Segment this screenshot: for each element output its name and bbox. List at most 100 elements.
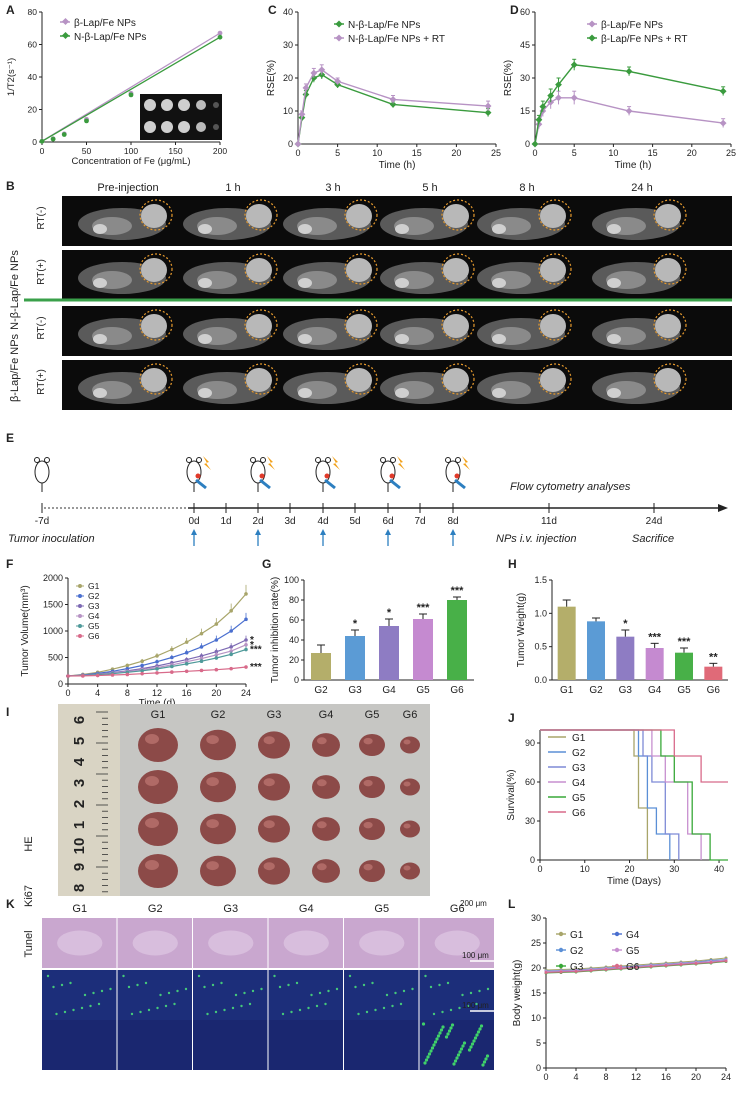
mouse-organ-bright (93, 224, 107, 234)
legend-marker (614, 963, 620, 969)
x-tick-label: G5 (416, 685, 430, 696)
syringe-icon (389, 478, 401, 490)
y-tick-label: 15 (520, 106, 530, 116)
tumor-highlight (316, 779, 327, 787)
tumor-sample (200, 813, 236, 845)
ki67-positive-cell (469, 991, 473, 995)
ki67-positive-cell (310, 993, 313, 997)
tunel-positive-cell (455, 1056, 459, 1060)
mouse-organ-bright (298, 334, 312, 344)
ki67-positive-cell (446, 981, 450, 985)
mouse-ear (186, 457, 192, 463)
tumor-outline (139, 309, 173, 341)
ki67-positive-cell (399, 1002, 403, 1006)
ruler-number: 2 (71, 800, 88, 808)
b-group1-label: N-β-Lap/Fe NPs (9, 250, 21, 330)
ki67-positive-cell (211, 983, 215, 987)
mouse-organ-bright (198, 388, 212, 398)
x-tick-label: 25 (726, 148, 736, 158)
tumor-sample (312, 817, 340, 841)
ki67-positive-cell (248, 1002, 252, 1006)
data-point (81, 674, 85, 678)
legend-label: G4 (88, 611, 100, 621)
tunel-positive-cell (453, 1059, 458, 1063)
data-point (66, 674, 70, 678)
y-tick-label: 1500 (43, 600, 63, 610)
legend-marker (558, 931, 564, 937)
data-point (625, 68, 633, 75)
ruler (58, 704, 120, 896)
ki67-positive-cell (144, 981, 148, 985)
b-image-cell (183, 253, 278, 294)
panel-label-b: B (6, 179, 15, 193)
legend-label: β-Lap/Fe NPs (74, 18, 136, 29)
lightning-icon (332, 456, 340, 470)
chart-a-relaxivity: 0 50 100 150 200 0 20 40 60 80 Concentration of Fe… (6, 7, 227, 167)
tunel-positive-cell (481, 1063, 485, 1067)
b-rt-plus-1: RT(+) (36, 259, 47, 285)
series-line-0 (297, 73, 489, 145)
histology-tile (193, 1020, 268, 1070)
legend-marker (614, 947, 620, 953)
timeline-day-2: 1d (220, 516, 231, 527)
x-tick-label: 50 (82, 146, 92, 156)
mouse-organ-bright (198, 278, 212, 288)
tumor-outline (653, 199, 687, 231)
ruler-number: 5 (71, 737, 88, 745)
b-image-cell (592, 309, 687, 350)
mouse-body (445, 460, 461, 484)
tumor-outline (244, 199, 278, 231)
injection-arrow-head (385, 529, 391, 535)
y-tick-label: 10 (531, 1013, 541, 1023)
ki67-positive-cell (60, 983, 64, 987)
x-tick-label: 20 (451, 148, 461, 158)
tumor-highlight (145, 818, 159, 828)
mouse-ear (196, 457, 202, 463)
legend-marker (335, 34, 343, 42)
ki67-positive-cell (362, 983, 366, 987)
x-axis-label: Time (h) (379, 160, 416, 171)
tumor-highlight (263, 820, 275, 829)
tumor-outline (538, 363, 572, 395)
ki67-positive-cell (335, 987, 339, 991)
b-image-cell (477, 253, 572, 294)
tumor-sample (359, 775, 385, 799)
tunel-positive-cell (426, 1055, 430, 1059)
bar-G6 (704, 666, 723, 680)
b-rt-minus-1: RT(-) (36, 206, 47, 229)
y-tick-label: 90 (525, 738, 535, 748)
k-scale-tunel: 100 μm (462, 1001, 489, 1010)
i-group-G3: G3 (267, 709, 282, 721)
survival-line-G4 (540, 729, 702, 860)
data-point (555, 81, 562, 88)
ki67-positive-cell (432, 1012, 436, 1016)
data-point (140, 663, 144, 668)
k-row-ki67: Ki67 (23, 885, 35, 907)
tunel-positive-cell (446, 1032, 450, 1036)
histology-tile (419, 970, 494, 1020)
fit-line-1 (41, 36, 221, 142)
mouse-organ-bright (298, 388, 312, 398)
ruler-number: 4 (71, 757, 88, 766)
legend-label: G1 (572, 733, 586, 744)
data-point (535, 116, 543, 124)
ki67-positive-cell (72, 1008, 75, 1012)
x-tick-label: 24 (241, 688, 251, 698)
i-group-G1: G1 (151, 709, 166, 721)
x-tick-label: 15 (412, 148, 422, 158)
mouse-icon (250, 456, 275, 546)
mouse-organ-bright (607, 334, 621, 344)
mri-phantom-inset (140, 94, 222, 140)
tumor-sample (359, 859, 385, 883)
b-rt-plus-2: RT(+) (36, 369, 47, 395)
y-tick-label: 30 (531, 913, 541, 923)
legend-label: G6 (626, 962, 640, 973)
y-tick-label: 80 (28, 7, 38, 17)
tumor-region (443, 204, 469, 228)
b-timepoint-1: 1 h (225, 182, 240, 194)
k-row-he: HE (23, 836, 35, 851)
y-tick-label: 80 (289, 595, 299, 605)
ki67-positive-cell (438, 983, 441, 987)
x-tick-label: 15 (648, 148, 658, 158)
ki67-positive-cell (52, 985, 55, 989)
